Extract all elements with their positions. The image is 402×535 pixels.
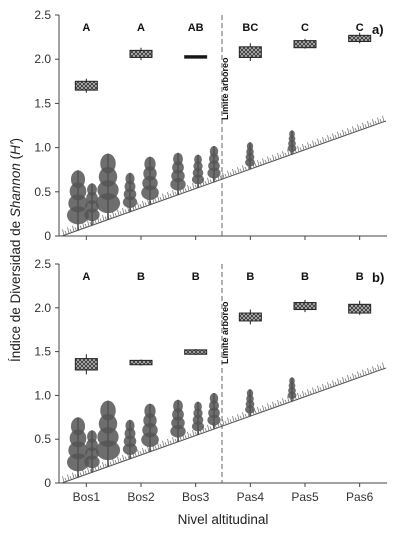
significance-letter: C bbox=[356, 22, 364, 34]
box-bos3 bbox=[184, 55, 208, 59]
tree-illustration bbox=[191, 154, 205, 188]
y-tick-label: 2.5 bbox=[34, 8, 51, 22]
x-tick-label: Pas4 bbox=[237, 490, 265, 504]
y-tick-label: 0 bbox=[44, 476, 51, 490]
tree-illustration bbox=[287, 377, 297, 402]
treeline-label: Límite arbóreo bbox=[220, 301, 230, 364]
significance-letter: B bbox=[301, 271, 309, 283]
box-bos1 bbox=[74, 358, 98, 371]
y-tick-label: 2.0 bbox=[34, 52, 51, 66]
tree-illustration bbox=[122, 172, 138, 212]
y-tick-label: 1.5 bbox=[34, 96, 51, 110]
tree-illustration bbox=[287, 130, 297, 155]
significance-letter: A bbox=[137, 22, 145, 34]
tree-illustration bbox=[245, 389, 255, 417]
y-tick-label: 0 bbox=[44, 229, 51, 243]
x-axis-title: Nivel altitudinal bbox=[178, 512, 269, 527]
y-tick-label: 1.0 bbox=[34, 388, 51, 402]
x-tick-label: Bos1 bbox=[73, 490, 101, 504]
y-tick-label: 1.0 bbox=[34, 141, 51, 155]
significance-letter: A bbox=[82, 22, 90, 34]
y-tick-label: 1.5 bbox=[34, 345, 51, 359]
x-tick-labels: Bos1 Bos2 Bos3 Pas4 Pas5 Pas6 bbox=[73, 490, 374, 504]
x-tick-label: Bos2 bbox=[127, 490, 155, 504]
y-tick-label: 0.5 bbox=[34, 432, 51, 446]
box-pas5 bbox=[293, 302, 317, 311]
tree-illustration bbox=[141, 403, 159, 452]
tree-illustration bbox=[170, 152, 186, 195]
slope-line bbox=[61, 120, 387, 237]
significance-letter: B bbox=[137, 271, 145, 283]
significance-letter: AB bbox=[188, 22, 204, 34]
tree-illustration bbox=[207, 146, 221, 183]
box-bos1 bbox=[74, 80, 98, 91]
significance-letter: B bbox=[192, 271, 200, 283]
x-tick-label: Pas5 bbox=[291, 490, 319, 504]
x-tick-label: Bos3 bbox=[182, 490, 210, 504]
tree-illustration bbox=[67, 170, 89, 231]
treeline-label: Límite arbóreo bbox=[220, 57, 230, 120]
panel-b: 0 0.5 1.0 1.5 2.0 2.5 A B B B B B Límite arbóreo b) bbox=[34, 257, 387, 490]
tree-illustration bbox=[122, 419, 138, 459]
box-pas4 bbox=[238, 46, 262, 58]
significance-letter: BC bbox=[242, 22, 258, 34]
tree-illustration bbox=[84, 430, 100, 473]
tree-illustration bbox=[170, 399, 186, 442]
significance-letter: A bbox=[82, 271, 90, 283]
significance-letter: B bbox=[246, 271, 254, 283]
box-pas4 bbox=[238, 312, 262, 322]
box-bos3 bbox=[184, 349, 208, 355]
significance-letter: B bbox=[356, 271, 364, 283]
box-pas6 bbox=[348, 303, 372, 314]
slope-line bbox=[61, 367, 387, 484]
panel-label-a: a) bbox=[372, 22, 384, 37]
tree-illustration bbox=[95, 153, 121, 220]
y-axis-title: Índice de Diversidad de Shannon (H') bbox=[8, 138, 23, 362]
box-pas5 bbox=[293, 40, 317, 49]
panel-a: 00.51.01.52.02.5A A AB BC C C Límite arbóreo … bbox=[34, 8, 387, 243]
box-bos2 bbox=[129, 359, 153, 366]
box-bos2 bbox=[129, 49, 153, 58]
tree-illustration bbox=[67, 417, 89, 478]
tree-illustration bbox=[141, 156, 159, 205]
box-pas6 bbox=[348, 34, 372, 43]
tree-illustration bbox=[207, 393, 221, 430]
tree-illustration bbox=[95, 400, 121, 467]
tree-illustration bbox=[84, 183, 100, 226]
y-tick-label: 2.0 bbox=[34, 301, 51, 315]
y-tick-label: 0.5 bbox=[34, 185, 51, 199]
panel-label-b: b) bbox=[372, 270, 384, 285]
grass-hatching bbox=[62, 362, 385, 483]
tree-illustration bbox=[191, 401, 205, 435]
grass-hatching bbox=[62, 115, 385, 236]
significance-letter: C bbox=[301, 22, 309, 34]
tree-illustration bbox=[245, 142, 255, 170]
y-tick-label: 2.5 bbox=[34, 257, 51, 271]
x-tick-label: Pas6 bbox=[346, 490, 374, 504]
